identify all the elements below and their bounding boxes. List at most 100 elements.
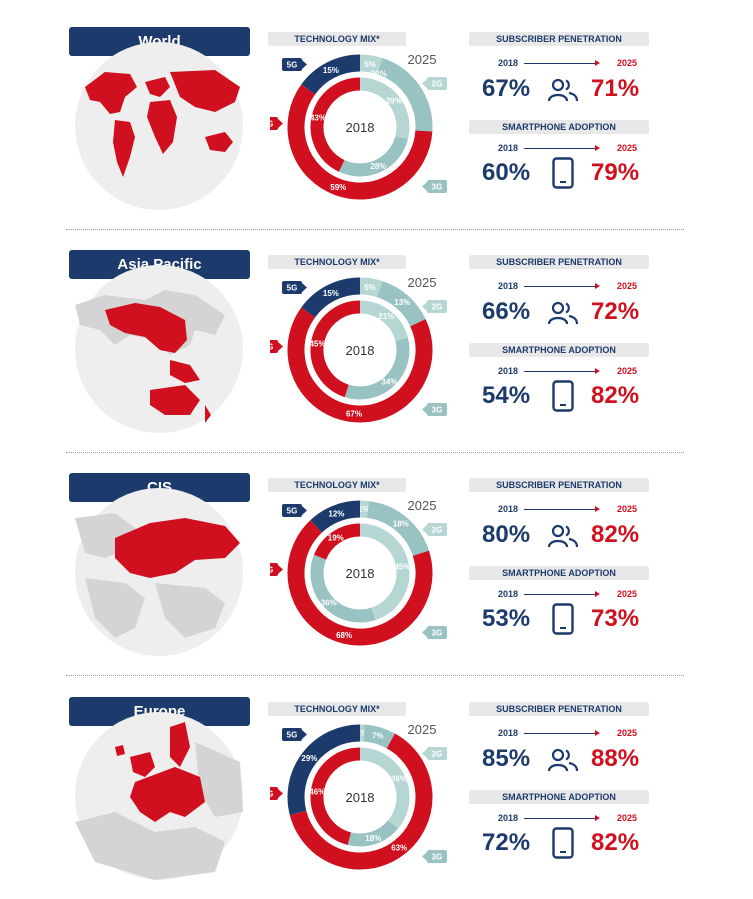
legend-tag-3g: 3G: [422, 626, 447, 639]
technology-mix-label: TECHNOLOGY MIX*: [268, 255, 406, 269]
inner-label-2g: 21%: [378, 312, 394, 321]
subscriber-penetration-label: SUBSCRIBER PENETRATION: [469, 32, 649, 46]
region-world: World TECHNOLOGY MIX* SUBSCRIBER PENETRATI…: [0, 0, 753, 230]
outer-label-3g: 7%: [372, 732, 384, 741]
smartphone-years: 2018 2025: [469, 143, 649, 155]
subscriber-2018-value: 80%: [482, 521, 531, 548]
legend-tag-4g: 4G: [270, 787, 283, 800]
section-divider: [66, 229, 684, 230]
smartphone-2025-value: 79%: [591, 159, 640, 186]
smartphone-2018-value: 60%: [482, 159, 531, 186]
legend-tag-5g: 5G: [282, 728, 307, 741]
technology-mix-label: TECHNOLOGY MIX*: [268, 32, 406, 46]
legend-tag-text: 5G: [287, 61, 298, 70]
land-shape: [195, 742, 243, 817]
smartphone-adoption-label: SMARTPHONE ADOPTION: [469, 343, 649, 357]
legend-tag-text: 2G: [432, 750, 443, 759]
land-shape: [155, 583, 225, 638]
year-start: 2018: [498, 58, 519, 68]
outer-year-label: 2025: [408, 52, 437, 67]
outer-ring-segment-5g: [301, 54, 361, 95]
outer-label-4g: 68%: [336, 631, 352, 640]
land-shape: [130, 752, 155, 777]
outer-label-5g: 12%: [328, 510, 344, 519]
legend-tag-text: 2G: [432, 526, 443, 535]
legend-tag-2g: 2G: [422, 77, 447, 90]
legend-tag-text: 3G: [432, 629, 443, 638]
year-start: 2018: [498, 504, 519, 514]
subscriber-penetration-label: SUBSCRIBER PENETRATION: [469, 478, 649, 492]
legend-tag-4g: 4G: [270, 563, 283, 576]
outer-label-3g: 18%: [393, 520, 409, 529]
subscriber-years: 2018 2025: [469, 281, 649, 293]
region-asia-pacific: Asia Pacific TECHNOLOGY MIX* SUBSCRIBER PE…: [0, 223, 753, 453]
inner-ring-segment-2g: [359, 747, 410, 829]
inner-ring-segment-2g: [359, 300, 408, 342]
outer-ring-segment-4g: [287, 520, 433, 646]
land-shape: [147, 100, 177, 154]
outer-label-5g: 15%: [323, 289, 339, 298]
outer-year-label: 2025: [408, 275, 437, 290]
year-start: 2018: [498, 728, 519, 738]
legend-tag-text: 4G: [270, 566, 273, 575]
year-start: 2018: [498, 143, 519, 153]
arrow-right-icon: [595, 591, 600, 597]
inner-label-4g: 45%: [309, 339, 325, 348]
outer-label-2g: 5%: [364, 60, 376, 69]
land-shape: [170, 70, 240, 112]
legend-tag-2g: 2G: [422, 523, 447, 536]
inner-ring-segment-3g: [338, 135, 408, 177]
timeline-line: [524, 148, 596, 149]
inner-ring-segment-4g: [310, 747, 361, 845]
inner-label-2g: 29%: [386, 97, 402, 106]
year-start: 2018: [498, 813, 519, 823]
year-end: 2025: [617, 589, 638, 599]
arrow-right-icon: [595, 283, 600, 289]
inner-ring-segment-4g: [313, 523, 361, 560]
inner-ring-segment-4g: [310, 77, 361, 172]
technology-mix-donut: 1% 7% 63% 29% 36% 18% 46% 2018 2025 5G 4G 2G 3G: [270, 722, 447, 870]
timeline-line: [524, 594, 596, 595]
year-end: 2025: [617, 504, 638, 514]
subscriber-2025-value: 72%: [591, 298, 640, 325]
land-shape: [170, 360, 200, 383]
legend-tag-text: 5G: [287, 507, 298, 516]
outer-ring-segment-4g: [287, 307, 433, 423]
technology-mix-label: TECHNOLOGY MIX*: [268, 702, 406, 716]
land-shape: [145, 77, 170, 97]
year-end: 2025: [617, 813, 638, 823]
smartphone-adoption-label: SMARTPHONE ADOPTION: [469, 120, 649, 134]
land-shape: [130, 767, 205, 822]
year-start: 2018: [498, 281, 519, 291]
arrow-right-icon: [595, 368, 600, 374]
timeline-line: [524, 509, 596, 510]
smartphone-2025-value: 82%: [591, 829, 640, 856]
land-shape: [85, 72, 137, 114]
smartphone-icon: [552, 157, 574, 189]
land-shape: [170, 722, 190, 767]
inner-ring-segment-3g: [347, 819, 399, 847]
subscriber-years: 2018 2025: [469, 58, 649, 70]
year-end: 2025: [617, 143, 638, 153]
inner-ring-segment-2g: [359, 77, 410, 140]
year-start: 2018: [498, 589, 519, 599]
inner-label-3g: 28%: [370, 162, 386, 171]
technology-mix-donut: 2% 18% 68% 12% 45% 36% 19% 2018 2025 5G 4G 2G 3G: [270, 498, 447, 646]
globe-map-icon: [75, 265, 243, 433]
technology-mix-donut: 5% 59% 15% 29% 28% 43% 20% 2018 2025 5G 4G 2G 3G: [270, 52, 447, 200]
land-shape: [115, 745, 125, 756]
outer-ring-segment-2g: [359, 277, 383, 298]
inner-label-3g: 34%: [381, 377, 397, 386]
inner-ring-segment-3g: [344, 337, 410, 400]
smartphone-2018-value: 72%: [482, 829, 531, 856]
legend-tag-3g: 3G: [422, 850, 447, 863]
outer-ring-segment-5g: [287, 724, 361, 816]
land-shape: [205, 132, 233, 152]
outer-ring-segment-3g: [376, 58, 433, 132]
outer-label-3g: 13%: [394, 298, 410, 307]
subscriber-years: 2018 2025: [469, 728, 649, 740]
land-shape: [75, 812, 225, 880]
year-end: 2025: [617, 58, 638, 68]
outer-ring-segment-3g: [363, 724, 395, 749]
legend-tag-4g: 4G: [270, 117, 283, 130]
